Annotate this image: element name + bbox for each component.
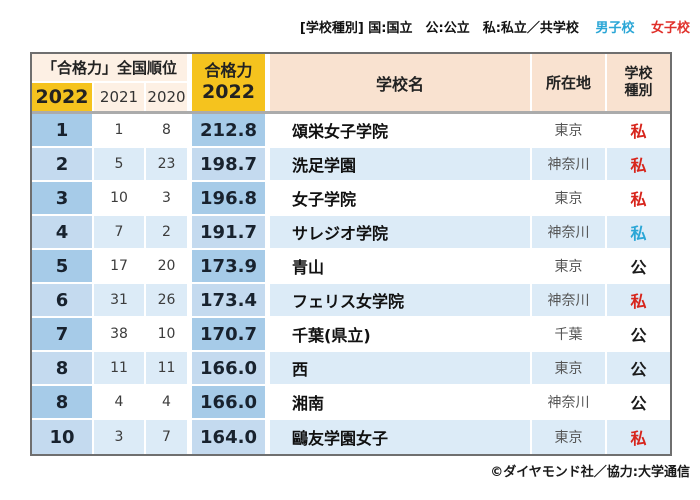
school-name-cell: フェリス女学院 (270, 284, 532, 318)
rank-2020-cell: 8 (146, 114, 192, 148)
rank-2021-cell: 1 (94, 114, 146, 148)
header-power-year: 2022 (202, 80, 255, 103)
score-cell: 212.8 (192, 114, 270, 148)
rank-2020-cell: 4 (146, 386, 192, 420)
score-cell: 166.0 (192, 386, 270, 420)
table-header: 「合格力」全国順位 2022 2021 2020 合格力 2022 学校名 所在… (32, 54, 670, 111)
header-power-2022: 合格力 2022 (192, 54, 270, 111)
rank-2022-cell: 7 (32, 318, 94, 352)
rank-2020-cell: 11 (146, 352, 192, 386)
school-type-legend: [学校種別] 国:国立 公:公立 私:私立／共学校 男子校 女子校 (300, 17, 690, 36)
legend-boys-school: 男子校 (595, 21, 635, 36)
score-cell: 173.9 (192, 250, 270, 284)
location-cell: 神奈川 (532, 216, 607, 250)
score-cell: 164.0 (192, 420, 270, 454)
location-cell: 東京 (532, 352, 607, 386)
location-cell: 神奈川 (532, 148, 607, 182)
rank-2021-cell: 4 (94, 386, 146, 420)
school-name-cell: 洗足学園 (270, 148, 532, 182)
header-location: 所在地 (532, 54, 607, 111)
rank-2022-cell: 8 (32, 352, 94, 386)
location-cell: 東京 (532, 182, 607, 216)
school-type-cell: 私 (607, 148, 670, 182)
school-type-cell: 私 (607, 114, 670, 148)
rank-2022-cell: 10 (32, 420, 94, 454)
school-type-cell: 私 (607, 420, 670, 454)
location-cell: 神奈川 (532, 284, 607, 318)
header-body-divider (32, 111, 670, 114)
score-cell: 191.7 (192, 216, 270, 250)
school-type-cell: 公 (607, 250, 670, 284)
location-cell: 千葉 (532, 318, 607, 352)
score-cell: 196.8 (192, 182, 270, 216)
rank-2020-cell: 26 (146, 284, 192, 318)
rank-2022-cell: 6 (32, 284, 94, 318)
rank-2021-cell: 7 (94, 216, 146, 250)
header-school-name: 学校名 (270, 54, 532, 111)
rank-2021-cell: 17 (94, 250, 146, 284)
rank-2021-cell: 38 (94, 318, 146, 352)
location-cell: 神奈川 (532, 386, 607, 420)
legend-girls-school: 女子校 (650, 21, 690, 36)
rank-2020-cell: 7 (146, 420, 192, 454)
rank-2022-cell: 2 (32, 148, 94, 182)
rank-2020-cell: 10 (146, 318, 192, 352)
rank-2020-cell: 3 (146, 182, 192, 216)
school-name-cell: 頌栄女子学院 (270, 114, 532, 148)
table-body: 1 1 8 212.8 頌栄女子学院 東京 私 2 5 23 198.7 洗足学… (32, 114, 670, 454)
header-rank-2020: 2020 (146, 83, 192, 111)
rank-2022-cell: 8 (32, 386, 94, 420)
school-name-cell: 千葉(県立) (270, 318, 532, 352)
score-cell: 198.7 (192, 148, 270, 182)
rank-2022-cell: 3 (32, 182, 94, 216)
rank-2020-cell: 2 (146, 216, 192, 250)
school-name-cell: 鷗友学園女子 (270, 420, 532, 454)
rank-2021-cell: 3 (94, 420, 146, 454)
school-type-cell: 公 (607, 352, 670, 386)
rank-2021-cell: 5 (94, 148, 146, 182)
rank-2022-cell: 4 (32, 216, 94, 250)
school-type-cell: 公 (607, 386, 670, 420)
header-rank-group: 「合格力」全国順位 (32, 54, 192, 83)
header-school-type-line1: 学校 (624, 65, 653, 82)
school-name-cell: サレジオ学院 (270, 216, 532, 250)
header-school-type: 学校 種別 (607, 54, 670, 111)
rank-2022-cell: 1 (32, 114, 94, 148)
rank-2021-cell: 10 (94, 182, 146, 216)
school-name-cell: 女子学院 (270, 182, 532, 216)
score-cell: 173.4 (192, 284, 270, 318)
school-type-cell: 私 (607, 284, 670, 318)
rank-2022-cell: 5 (32, 250, 94, 284)
header-power-label: 合格力 (204, 60, 253, 80)
copyright-credit: ©ダイヤモンド社／協力:大学通信 (490, 465, 690, 480)
rank-2021-cell: 31 (94, 284, 146, 318)
header-school-type-line2: 種別 (624, 82, 653, 99)
location-cell: 東京 (532, 250, 607, 284)
school-type-cell: 私 (607, 216, 670, 250)
header-rank-2022: 2022 (32, 83, 94, 111)
rank-2021-cell: 11 (94, 352, 146, 386)
location-cell: 東京 (532, 420, 607, 454)
school-name-cell: 湘南 (270, 386, 532, 420)
school-name-cell: 青山 (270, 250, 532, 284)
location-cell: 東京 (532, 114, 607, 148)
ranking-table: 「合格力」全国順位 2022 2021 2020 合格力 2022 学校名 所在… (30, 52, 672, 456)
school-type-cell: 私 (607, 182, 670, 216)
school-name-cell: 西 (270, 352, 532, 386)
score-cell: 166.0 (192, 352, 270, 386)
header-rank-2021: 2021 (94, 83, 146, 111)
school-type-cell: 公 (607, 318, 670, 352)
score-cell: 170.7 (192, 318, 270, 352)
rank-2020-cell: 23 (146, 148, 192, 182)
legend-types-text: [学校種別] 国:国立 公:公立 私:私立／共学校 (299, 21, 579, 36)
rank-2020-cell: 20 (146, 250, 192, 284)
